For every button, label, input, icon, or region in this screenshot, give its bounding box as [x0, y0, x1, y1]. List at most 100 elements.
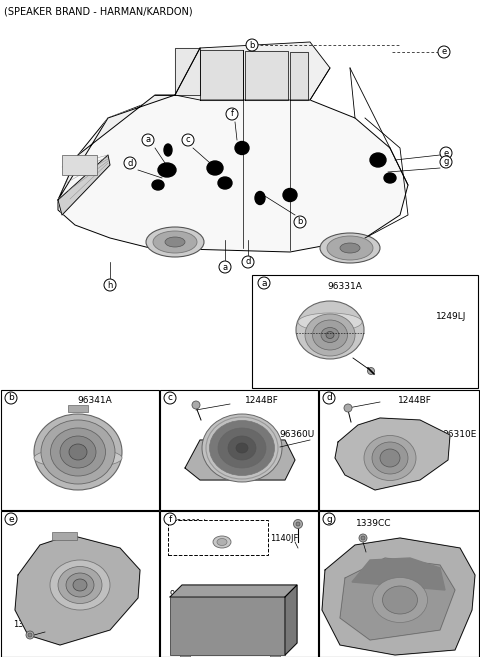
Ellipse shape: [327, 236, 373, 260]
Text: 96350R: 96350R: [90, 558, 122, 567]
Ellipse shape: [236, 443, 248, 453]
Ellipse shape: [34, 414, 122, 490]
Ellipse shape: [60, 436, 96, 468]
Polygon shape: [245, 51, 288, 100]
Polygon shape: [175, 42, 330, 100]
Circle shape: [294, 216, 306, 228]
Ellipse shape: [207, 161, 223, 175]
Ellipse shape: [218, 428, 266, 468]
Text: c: c: [168, 394, 172, 403]
Ellipse shape: [158, 163, 176, 177]
Circle shape: [359, 534, 367, 542]
Text: a: a: [261, 279, 267, 288]
Circle shape: [192, 401, 200, 409]
Ellipse shape: [326, 332, 334, 338]
Text: 96371: 96371: [446, 572, 475, 581]
Ellipse shape: [305, 314, 355, 356]
Circle shape: [164, 513, 176, 525]
Text: a: a: [145, 135, 151, 145]
Ellipse shape: [320, 233, 380, 263]
Polygon shape: [322, 538, 475, 655]
Bar: [180, 655, 190, 657]
Bar: [160, 511, 318, 657]
Text: a: a: [222, 263, 228, 271]
Bar: [170, 597, 285, 655]
Circle shape: [368, 367, 374, 374]
Ellipse shape: [255, 191, 265, 204]
Ellipse shape: [165, 237, 185, 247]
Text: d: d: [326, 394, 332, 403]
Text: 96360U: 96360U: [280, 430, 315, 439]
Ellipse shape: [152, 180, 164, 190]
Text: 96341A: 96341A: [78, 396, 112, 405]
Circle shape: [440, 147, 452, 159]
Polygon shape: [58, 95, 175, 200]
Ellipse shape: [34, 448, 122, 468]
Polygon shape: [185, 440, 295, 480]
Ellipse shape: [384, 173, 396, 183]
Ellipse shape: [364, 436, 416, 480]
Text: b: b: [297, 217, 303, 227]
Ellipse shape: [69, 444, 87, 460]
Polygon shape: [58, 155, 110, 215]
Text: 1140JF: 1140JF: [270, 534, 298, 543]
Text: 96350L: 96350L: [90, 548, 121, 557]
Circle shape: [182, 134, 194, 146]
Polygon shape: [175, 48, 200, 95]
Circle shape: [28, 633, 32, 637]
Bar: [52, 532, 77, 540]
Circle shape: [323, 513, 335, 525]
Circle shape: [104, 279, 116, 291]
Circle shape: [142, 134, 154, 146]
Text: g: g: [444, 158, 449, 166]
Ellipse shape: [321, 327, 339, 342]
Ellipse shape: [228, 436, 256, 460]
Text: 1244BF: 1244BF: [398, 396, 432, 405]
Polygon shape: [170, 585, 297, 597]
Circle shape: [296, 522, 300, 526]
Ellipse shape: [146, 227, 204, 257]
Ellipse shape: [50, 428, 106, 476]
Text: 1249LJ: 1249LJ: [436, 312, 466, 321]
Ellipse shape: [73, 579, 87, 591]
Circle shape: [440, 156, 452, 168]
Ellipse shape: [380, 449, 400, 467]
Ellipse shape: [372, 442, 408, 474]
Text: 1339CC: 1339CC: [13, 620, 46, 629]
Text: e: e: [8, 514, 14, 524]
Ellipse shape: [153, 231, 197, 253]
Text: (220801-): (220801-): [169, 519, 206, 528]
Bar: [270, 655, 280, 657]
Circle shape: [438, 46, 450, 58]
Ellipse shape: [283, 189, 297, 202]
Text: 96370N: 96370N: [169, 590, 202, 599]
Ellipse shape: [58, 566, 102, 604]
Circle shape: [219, 261, 231, 273]
Circle shape: [164, 392, 176, 404]
Ellipse shape: [218, 177, 232, 189]
Bar: [160, 390, 318, 510]
Text: (SPEAKER BRAND - HARMAN/KARDON): (SPEAKER BRAND - HARMAN/KARDON): [4, 6, 192, 16]
Ellipse shape: [213, 536, 231, 548]
Text: 96331A: 96331A: [327, 282, 362, 291]
Circle shape: [293, 520, 302, 528]
Polygon shape: [335, 418, 450, 490]
Bar: [168, 520, 268, 555]
Circle shape: [361, 536, 365, 540]
Ellipse shape: [372, 578, 428, 622]
Text: f: f: [168, 514, 172, 524]
Text: 96310E: 96310E: [443, 430, 477, 439]
Text: e: e: [444, 148, 449, 158]
Polygon shape: [340, 558, 455, 640]
Bar: [319, 390, 479, 510]
Ellipse shape: [298, 313, 362, 331]
Text: f: f: [230, 110, 233, 118]
Bar: [1, 511, 159, 657]
Bar: [319, 511, 479, 657]
Circle shape: [5, 392, 17, 404]
Ellipse shape: [235, 141, 249, 154]
Bar: [1, 390, 159, 510]
Ellipse shape: [217, 539, 227, 545]
Text: d: d: [245, 258, 251, 267]
Polygon shape: [290, 52, 308, 100]
